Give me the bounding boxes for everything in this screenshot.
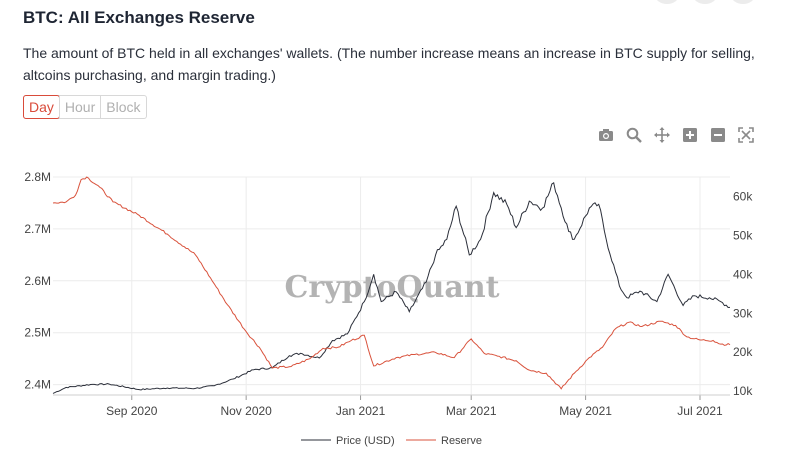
left-tick-label: 2.4M (24, 378, 51, 392)
tab-hour[interactable]: Hour (58, 96, 100, 118)
legend-reserve-label[interactable]: Reserve (441, 435, 482, 447)
right-tick-label: 60k (733, 189, 753, 203)
right-tick-label: 50k (733, 228, 753, 242)
autoscale-icon[interactable] (736, 126, 756, 144)
right-axis: 10k 20k 30k 40k 50k 60k (733, 189, 753, 398)
x-axis: Sep 2020 Nov 2020 Jan 2021 Mar 2021 May 2021… (53, 394, 730, 418)
right-tick-label: 40k (733, 267, 753, 281)
x-tick-label: Sep 2020 (106, 404, 158, 418)
zoom-icon[interactable] (624, 126, 644, 144)
top-window-controls (655, 0, 755, 4)
x-tick-label: Mar 2021 (446, 404, 497, 418)
left-tick-label: 2.5M (24, 326, 51, 340)
left-axis: 2.4M 2.5M 2.6M 2.7M 2.8M (24, 170, 51, 392)
page-title: BTC: All Exchanges Reserve (23, 8, 255, 27)
camera-icon[interactable] (596, 126, 616, 144)
zoom-out-icon[interactable] (708, 126, 728, 144)
series-lines (52, 176, 731, 394)
watermark-text: CryptoQuant (284, 270, 499, 305)
right-tick-label: 20k (733, 345, 753, 359)
interval-tabs: Day Hour Block (23, 95, 147, 119)
legend-price-label[interactable]: Price (USD) (336, 435, 395, 447)
reserve-line (52, 176, 731, 390)
price-line (52, 181, 731, 394)
chart-grid (53, 176, 730, 395)
left-tick-label: 2.7M (24, 222, 51, 236)
right-tick-label: 10k (733, 384, 753, 398)
x-tick-label: Nov 2020 (220, 404, 272, 418)
tab-block[interactable]: Block (100, 96, 145, 118)
legend: Price (USD) Reserve (301, 435, 482, 447)
x-tick-label: Jul 2021 (677, 404, 723, 418)
left-tick-label: 2.8M (24, 170, 51, 184)
left-tick-label: 2.6M (24, 274, 51, 288)
zoom-in-icon[interactable] (680, 126, 700, 144)
x-tick-label: May 2021 (559, 404, 612, 418)
right-tick-label: 30k (733, 306, 753, 320)
x-tick-label: Jan 2021 (336, 404, 386, 418)
tab-day[interactable]: Day (23, 95, 60, 119)
reserve-price-chart[interactable]: CryptoQuant 2.4M 2.5M 2.6M 2.7M 2.8M 10k 20k 3… (0, 160, 785, 464)
chart-description: The amount of BTC held in all exchanges'… (23, 45, 755, 83)
chart-toolbar (596, 126, 756, 144)
pan-icon[interactable] (652, 126, 672, 144)
